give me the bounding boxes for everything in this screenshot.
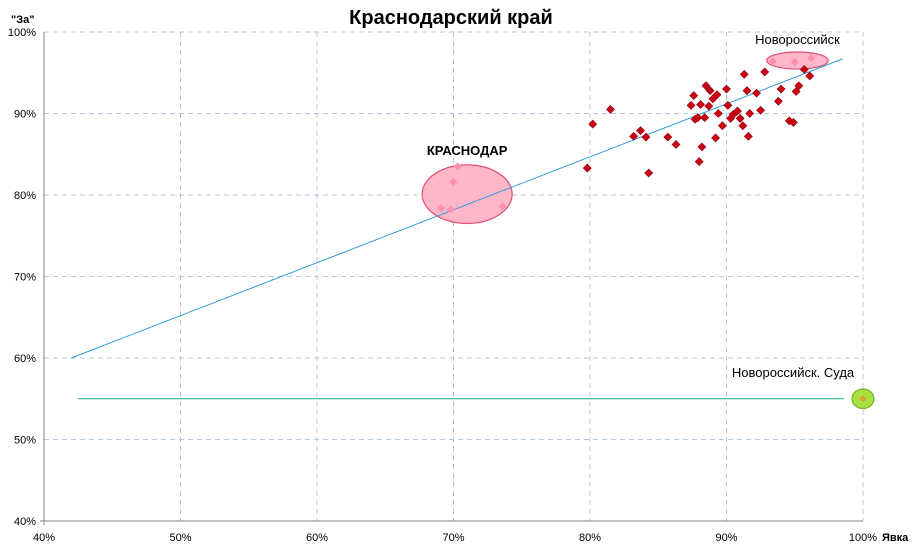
data-point <box>588 119 598 129</box>
data-point <box>739 69 749 79</box>
y-tick-label: 60% <box>14 353 36 365</box>
grid <box>40 31 864 525</box>
y-tick-label: 70% <box>14 272 36 284</box>
data-point <box>742 86 752 96</box>
data-point <box>717 121 727 131</box>
data-point <box>799 65 809 74</box>
data-point <box>738 121 748 131</box>
x-tick-label: 90% <box>715 532 737 544</box>
x-tick-label: 60% <box>306 532 328 544</box>
x-tick-label: 40% <box>33 532 55 544</box>
data-point <box>694 157 704 167</box>
data-point <box>453 162 462 171</box>
data-point <box>794 81 804 91</box>
data-point <box>745 109 755 118</box>
y-tick-label: 80% <box>14 190 36 202</box>
krasnodar-highlight-ellipse <box>421 164 513 225</box>
annotation-labels: КРАСНОДАР Новороссийск Новороссийск. Суда <box>427 32 855 380</box>
data-point <box>644 168 654 178</box>
data-point <box>606 105 615 114</box>
data-point <box>807 54 816 63</box>
data-point <box>689 91 699 100</box>
x-tick-label: 50% <box>169 532 191 544</box>
axis-ticks: 40% 50% 60% 70% 80% 90% 100% 40% 50% 60% 70% 80% 90%… <box>8 27 877 544</box>
data-point <box>582 163 592 173</box>
y-tick-label: 100% <box>8 27 36 39</box>
data-point <box>437 204 446 213</box>
x-axis-title: Явка <box>882 532 909 544</box>
data-point <box>756 105 766 115</box>
novorossiysk-suda-label: Новороссийск. Суда <box>732 365 855 380</box>
data-point <box>705 86 715 96</box>
data-point <box>735 113 745 123</box>
data-point <box>498 202 507 211</box>
data-point <box>805 71 815 81</box>
data-point <box>700 113 710 122</box>
data-point <box>768 57 777 66</box>
data-point <box>701 81 711 91</box>
data-points <box>437 54 867 403</box>
data-point <box>671 140 681 149</box>
lines <box>71 58 844 400</box>
data-point <box>776 84 786 94</box>
trend-line <box>71 58 843 359</box>
data-point <box>790 58 799 67</box>
data-point <box>704 101 714 111</box>
y-tick-label: 50% <box>14 435 36 447</box>
y-tick-label: 40% <box>14 516 36 528</box>
data-point <box>791 87 801 96</box>
y-tick-label: 90% <box>14 109 36 121</box>
data-point <box>629 131 639 141</box>
data-point <box>686 100 696 110</box>
data-point <box>743 131 753 141</box>
data-point <box>760 67 770 77</box>
data-point <box>722 84 731 94</box>
x-tick-label: 100% <box>849 532 877 544</box>
data-point <box>446 205 455 214</box>
data-point <box>752 88 761 98</box>
data-point <box>732 106 742 116</box>
data-point <box>449 177 458 186</box>
data-point <box>711 133 721 143</box>
data-point <box>697 142 707 152</box>
data-point <box>641 132 651 142</box>
data-point <box>636 126 645 136</box>
highlight-ellipses <box>421 51 875 410</box>
x-tick-label: 80% <box>579 532 601 544</box>
data-point <box>712 90 722 100</box>
data-point <box>693 113 703 122</box>
data-point <box>713 109 723 118</box>
y-axis-title: "За" <box>11 14 34 26</box>
data-point <box>788 118 798 127</box>
data-point <box>663 132 673 142</box>
chart-title: Краснодарский край <box>349 7 553 29</box>
novorossiysk-label: Новороссийск <box>755 32 840 47</box>
data-point <box>696 100 705 109</box>
data-point <box>773 96 783 106</box>
x-tick-label: 70% <box>442 532 464 544</box>
krasnodar-label: КРАСНОДАР <box>427 143 508 158</box>
data-point <box>859 395 867 403</box>
data-point <box>723 100 733 110</box>
